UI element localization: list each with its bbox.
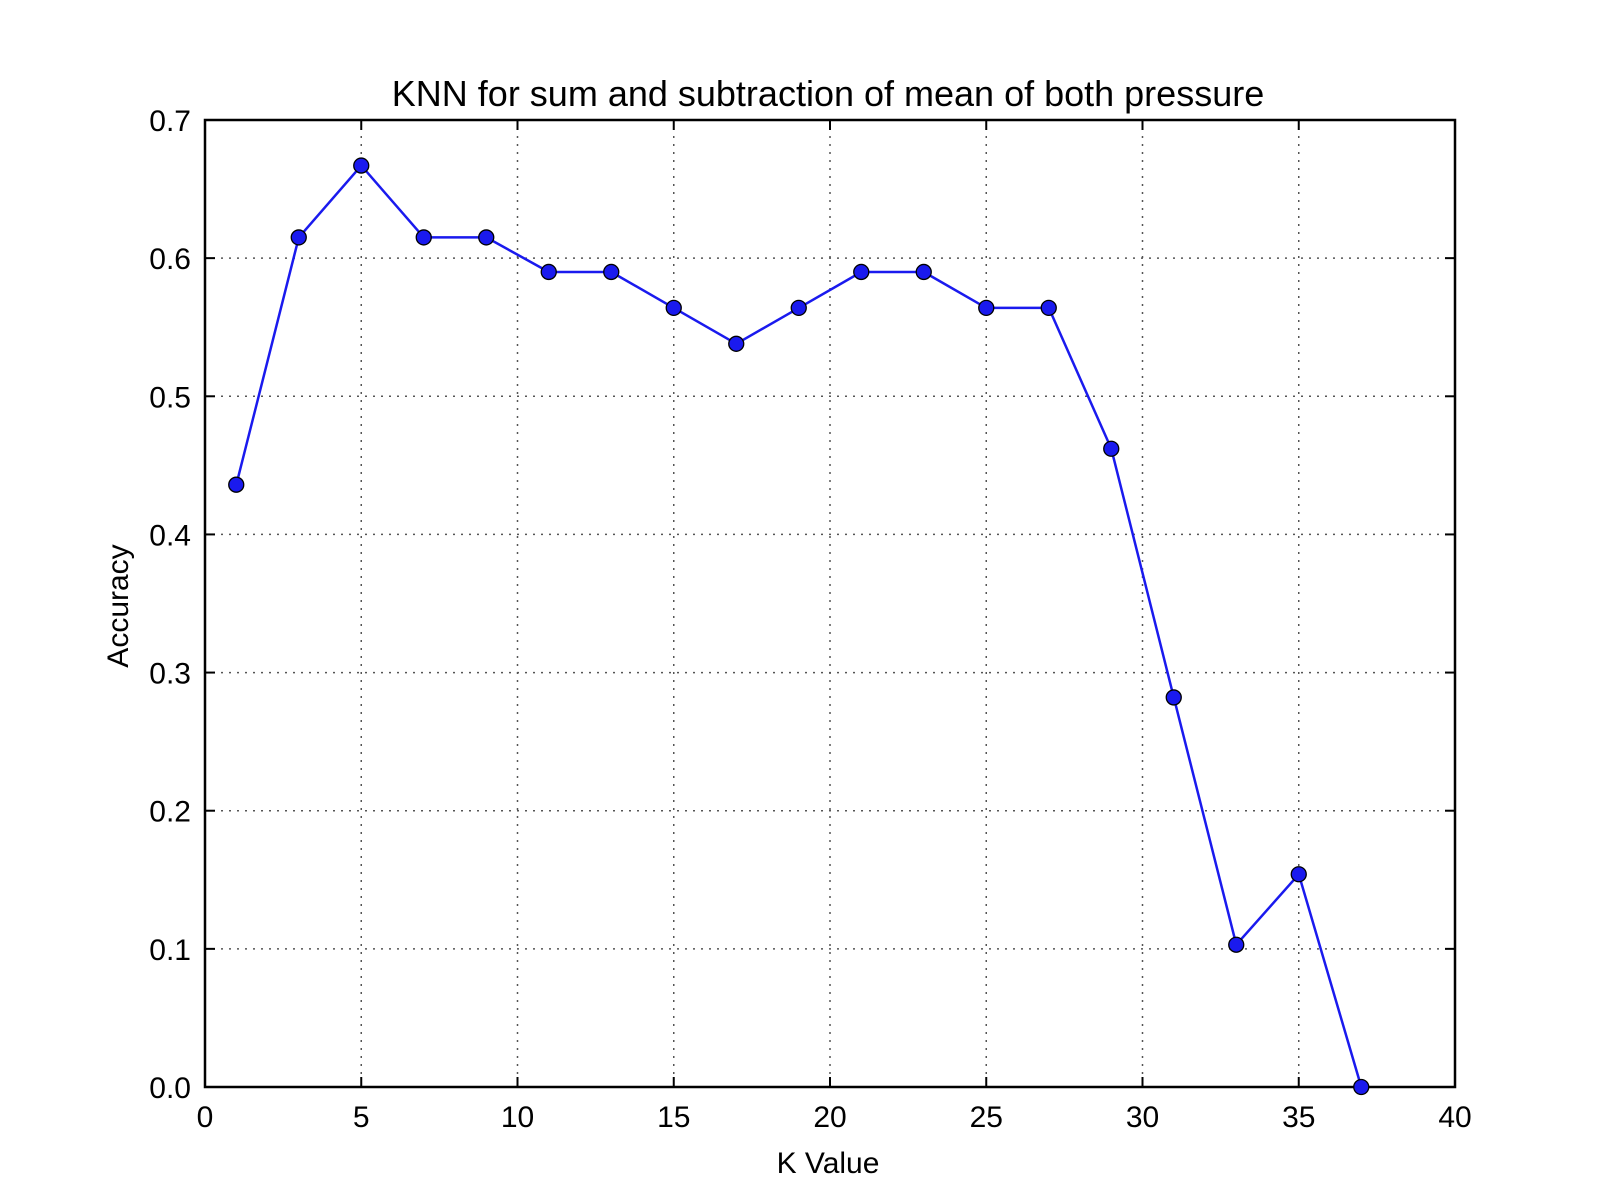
data-point <box>603 263 620 281</box>
grid <box>205 120 1455 1087</box>
data-point <box>478 229 495 246</box>
y-tick-label: 0.4 <box>149 519 191 552</box>
data-point <box>1228 936 1245 953</box>
data-point <box>978 299 995 317</box>
y-tick-label: 0.5 <box>149 381 191 414</box>
data-point <box>1353 1078 1370 1096</box>
x-tick-label: 20 <box>813 1101 846 1134</box>
x-tick-label: 25 <box>970 1101 1003 1134</box>
y-tick-label: 0.2 <box>149 796 191 829</box>
data-point <box>790 299 807 317</box>
y-tick-label: 0.3 <box>149 658 191 691</box>
x-tick-label: 35 <box>1282 1101 1315 1134</box>
data-point <box>1165 689 1182 706</box>
axis-ticks: 0 5 10 15 20 25 30 35 40 0.0 0.1 0.2 0.3 0.4 0.5 0.6 0.7 <box>149 105 1471 1134</box>
y-tick-label: 0.0 <box>149 1072 191 1105</box>
data-point <box>915 263 932 281</box>
data-point <box>415 229 432 246</box>
x-tick-label: 5 <box>353 1101 370 1134</box>
x-tick-label: 0 <box>197 1101 214 1134</box>
y-tick-label: 0.1 <box>149 934 191 967</box>
y-tick-label: 0.7 <box>149 105 191 138</box>
y-axis-title: Accuracy <box>102 544 135 667</box>
data-point <box>540 263 557 281</box>
x-axis-title: K Value <box>777 1147 880 1180</box>
x-tick-label: 30 <box>1126 1101 1159 1134</box>
data-point <box>228 476 245 493</box>
data-point <box>1040 299 1057 317</box>
data-point <box>728 335 745 352</box>
data-point <box>853 263 870 281</box>
data-point <box>290 229 307 246</box>
series-layer <box>228 157 1370 1096</box>
y-tick-label: 0.6 <box>149 243 191 276</box>
data-point <box>665 299 682 317</box>
data-point <box>353 157 370 174</box>
x-tick-label: 10 <box>501 1101 534 1134</box>
x-tick-label: 15 <box>657 1101 690 1134</box>
data-point <box>1290 866 1307 883</box>
x-tick-label: 40 <box>1438 1101 1471 1134</box>
data-point <box>1103 440 1120 457</box>
chart-title: KNN for sum and subtraction of mean of b… <box>392 73 1264 114</box>
